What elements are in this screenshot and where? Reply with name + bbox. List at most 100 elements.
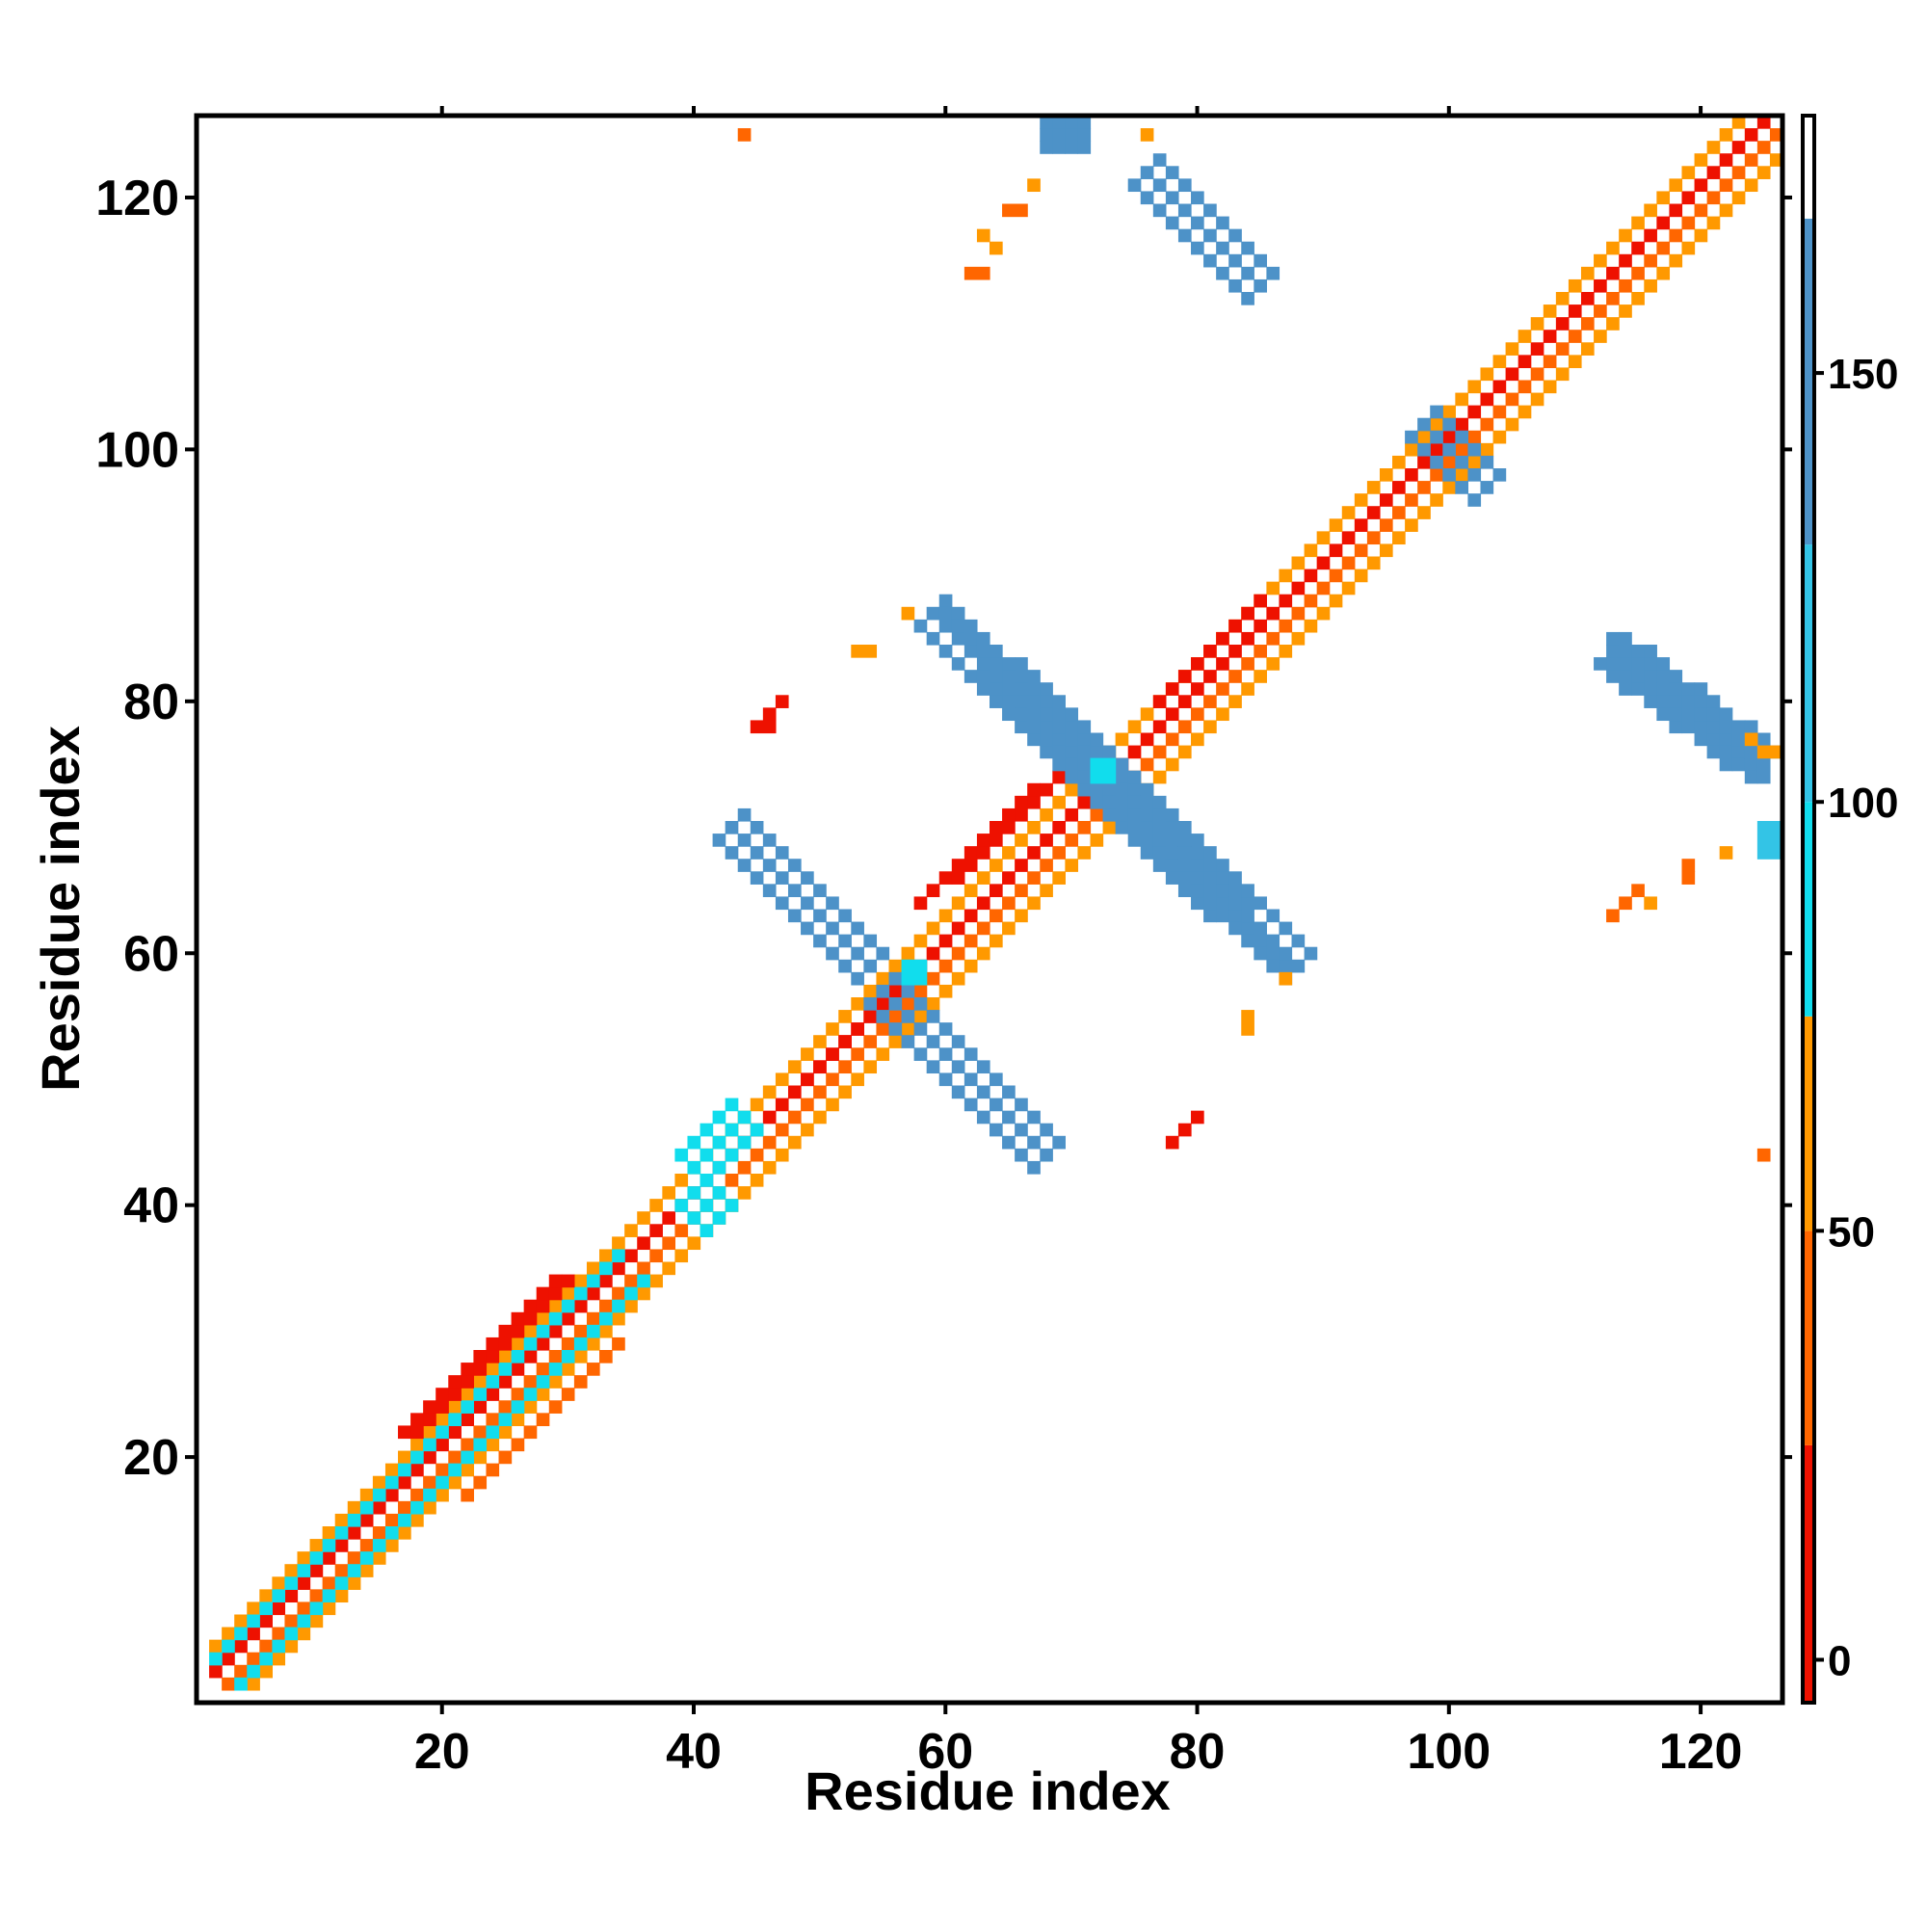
contact-cell [423, 1413, 436, 1427]
contact-cell [1203, 645, 1217, 658]
contact-cell [372, 1551, 386, 1565]
contact-cell [410, 1488, 424, 1502]
contact-cell [1405, 493, 1418, 507]
contact-cell [1152, 720, 1167, 734]
contact-cell [888, 971, 903, 986]
contact-cell [1254, 670, 1267, 683]
contact-cell [801, 1047, 814, 1061]
contact-cell [436, 1388, 449, 1401]
contact-cell [1065, 807, 1079, 822]
contact-cell [838, 934, 852, 948]
contact-cell [1127, 745, 1142, 759]
contact-cell [1694, 720, 1708, 734]
contact-cell [926, 946, 940, 961]
contact-cell [787, 884, 802, 898]
contact-cell [801, 921, 814, 936]
colorbar-band [1803, 1444, 1814, 1703]
contact-cell [473, 1438, 488, 1452]
contact-cell [1555, 292, 1570, 305]
contact-cell [951, 896, 965, 911]
contact-cell [1241, 909, 1254, 923]
contact-cell [1719, 128, 1733, 142]
contact-cell [1455, 442, 1469, 457]
contact-cell [1756, 166, 1771, 179]
contact-cell [1744, 720, 1758, 734]
contact-cell [964, 619, 978, 633]
contact-cell [448, 1463, 462, 1477]
contact-cell [347, 1526, 361, 1540]
contact-cell [448, 1375, 462, 1389]
contact-cell [334, 1564, 349, 1577]
contact-cell [1203, 884, 1217, 898]
contact-cell [1228, 253, 1242, 268]
contact-cell [473, 1425, 488, 1440]
contact-cell [1254, 278, 1267, 293]
contact-cell [1392, 481, 1406, 494]
contact-cell [1706, 166, 1721, 179]
contact-cell [1644, 670, 1657, 683]
contact-cell [398, 1463, 411, 1477]
contact-cell [901, 959, 928, 986]
contact-cell [1417, 442, 1431, 457]
contact-cell [1002, 657, 1016, 671]
contact-cell [951, 619, 965, 633]
contact-cell [1165, 846, 1179, 860]
contact-cell [901, 606, 915, 621]
contact-cell [1040, 116, 1053, 129]
contact-cell [272, 1589, 286, 1603]
contact-cell [612, 1337, 625, 1351]
contact-cell [284, 1576, 299, 1590]
contact-cell [234, 1677, 248, 1691]
contact-cell [1052, 720, 1066, 734]
contact-cell [938, 1072, 953, 1087]
contact-cell [938, 959, 953, 973]
contact-cell [548, 1400, 563, 1414]
contact-cell [372, 1475, 386, 1490]
x-tick-label: 120 [1659, 1724, 1743, 1780]
contact-cell [1644, 695, 1657, 708]
contact-cell [1480, 367, 1494, 382]
contact-cell [1090, 795, 1104, 809]
contact-cell [1152, 178, 1167, 193]
contact-cell [586, 1337, 600, 1351]
contact-cell [1518, 380, 1532, 394]
contact-cell [888, 959, 903, 973]
contact-cell [511, 1324, 525, 1338]
contact-cell [913, 1010, 928, 1023]
contact-cell [990, 884, 1003, 898]
contact-cell [1530, 367, 1544, 382]
contact-cell [1228, 228, 1242, 243]
contact-cell [801, 1098, 814, 1112]
contact-cell [775, 871, 789, 885]
contact-cell [1165, 859, 1179, 872]
contact-cell [1492, 468, 1507, 482]
contact-cell [1291, 606, 1306, 621]
contact-cell [1152, 834, 1167, 847]
contact-cell [498, 1413, 513, 1427]
contact-cell [990, 909, 1003, 923]
contact-cell [1241, 896, 1254, 911]
contact-cell [573, 1286, 588, 1301]
contact-cell [1706, 707, 1721, 722]
contact-cell [1442, 442, 1456, 457]
contact-cell [309, 1539, 324, 1552]
contact-cell [1015, 807, 1028, 822]
contact-cell [297, 1601, 311, 1616]
contact-cell [1619, 645, 1632, 658]
contact-cell [1619, 304, 1632, 318]
contact-cell [334, 1576, 349, 1590]
contact-cell [612, 1236, 625, 1251]
contact-cell [1002, 896, 1016, 911]
contact-cell [1127, 720, 1142, 734]
contact-cell [297, 1627, 311, 1641]
contact-cell [976, 896, 990, 911]
contact-cell [1165, 871, 1179, 885]
contact-cell [1631, 682, 1645, 696]
contact-cell [1694, 732, 1708, 747]
contact-cell [938, 594, 953, 608]
contact-cell [1027, 1110, 1041, 1125]
contact-cell [938, 871, 953, 885]
contact-cell [1279, 921, 1293, 936]
contact-cell [1216, 241, 1229, 255]
